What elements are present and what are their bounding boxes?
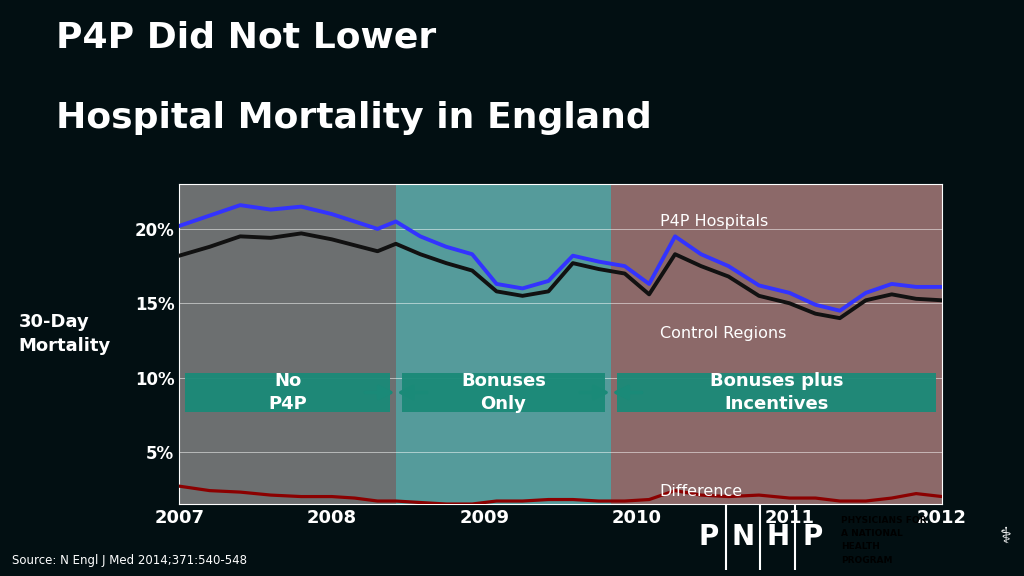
Text: 30-Day
Mortality: 30-Day Mortality [18,313,111,355]
Text: Bonuses plus
Incentives: Bonuses plus Incentives [710,372,844,412]
Text: Control Regions: Control Regions [659,325,786,340]
Text: Difference: Difference [659,484,743,499]
Text: PHYSICIANS FOR: PHYSICIANS FOR [842,516,927,525]
Text: Bonuses
Only: Bonuses Only [461,372,546,412]
Text: HEALTH: HEALTH [842,543,881,551]
Text: N: N [731,523,755,551]
Text: A NATIONAL: A NATIONAL [842,529,903,538]
Text: P4P Hospitals: P4P Hospitals [659,214,768,229]
Text: ⚕: ⚕ [1000,527,1012,547]
Bar [179,184,396,504]
FancyBboxPatch shape [402,373,605,412]
Text: Hospital Mortality in England: Hospital Mortality in England [56,101,652,135]
Text: H: H [766,523,790,551]
FancyBboxPatch shape [617,373,936,412]
FancyBboxPatch shape [185,373,390,412]
Bar [396,184,611,504]
Text: PROGRAM: PROGRAM [842,556,893,564]
Text: P: P [698,523,719,551]
Text: P4P Did Not Lower: P4P Did Not Lower [56,20,436,54]
Text: Source: N Engl J Med 2014;371:540-548: Source: N Engl J Med 2014;371:540-548 [12,554,247,567]
Text: No
P4P: No P4P [268,372,307,412]
Bar [611,184,942,504]
Text: P: P [802,523,822,551]
